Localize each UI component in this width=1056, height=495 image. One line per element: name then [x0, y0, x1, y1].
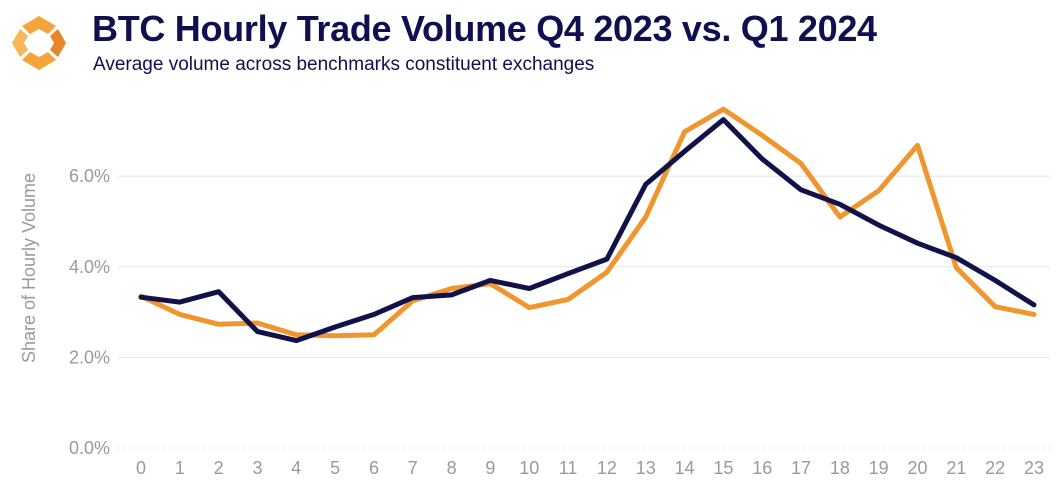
- x-tick-label: 22: [985, 458, 1005, 478]
- x-tick-label: 8: [447, 458, 457, 478]
- y-tick-label: 4.0%: [69, 257, 110, 277]
- series-line-q1-2024: [138, 117, 1037, 344]
- gridlines: [118, 175, 1050, 449]
- x-tick-label: 21: [946, 458, 966, 478]
- x-axis-ticks: 0 1 2 3 4 5 6 7 8 9 10 11 12 13 14 15 16 17 18 19 20 21 22 23: [136, 458, 1044, 478]
- x-tick-label: 4: [291, 458, 301, 478]
- y-axis-ticks: 0.0% 2.0% 4.0% 6.0%: [69, 166, 110, 458]
- series-line-q4-2023: [138, 106, 1037, 339]
- x-tick-label: 19: [869, 458, 889, 478]
- x-tick-label: 12: [597, 458, 617, 478]
- chart-title: BTC Hourly Trade Volume Q4 2023 vs. Q1 2…: [92, 8, 877, 49]
- x-tick-label: 20: [908, 458, 928, 478]
- x-tick-label: 7: [408, 458, 418, 478]
- y-tick-label: 0.0%: [69, 438, 110, 458]
- y-tick-label: 2.0%: [69, 347, 110, 367]
- chart-subtitle: Average volume across benchmarks constit…: [93, 54, 595, 75]
- y-tick-label: 6.0%: [69, 166, 110, 186]
- x-tick-label: 13: [636, 458, 656, 478]
- x-tick-label: 9: [485, 458, 495, 478]
- x-tick-label: 18: [830, 458, 850, 478]
- y-axis-label: Share of Hourly Volume: [19, 173, 39, 363]
- series-lines: [138, 106, 1037, 344]
- x-tick-label: 1: [175, 458, 185, 478]
- x-tick-label: 23: [1024, 458, 1044, 478]
- x-tick-label: 16: [752, 458, 772, 478]
- x-tick-label: 15: [713, 458, 733, 478]
- x-tick-label: 3: [252, 458, 262, 478]
- brand-logo-icon: [12, 16, 66, 70]
- x-tick-label: 10: [519, 458, 539, 478]
- x-tick-label: 11: [559, 458, 578, 478]
- x-tick-label: 0: [136, 458, 146, 478]
- x-tick-label: 2: [214, 458, 224, 478]
- x-tick-label: 17: [791, 458, 811, 478]
- x-tick-label: 14: [675, 458, 695, 478]
- x-tick-label: 5: [330, 458, 340, 478]
- x-tick-label: 6: [369, 458, 379, 478]
